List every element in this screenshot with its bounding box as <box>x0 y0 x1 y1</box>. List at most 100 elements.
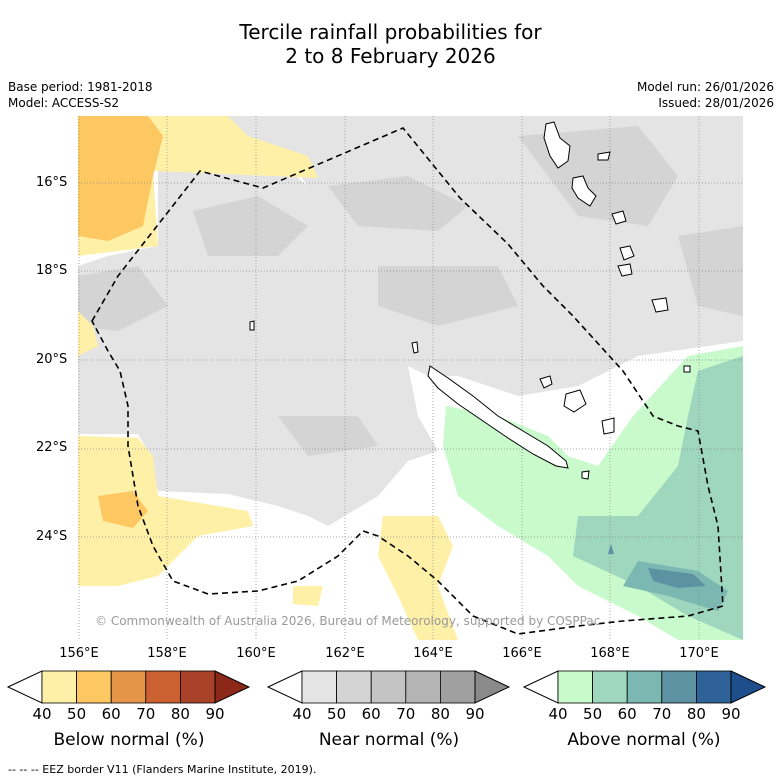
colorbar-segment <box>592 670 628 704</box>
below-normal-region-s <box>378 516 458 640</box>
above-normal-region-max <box>648 568 706 588</box>
colorbar-tick-label: 90 <box>465 705 485 723</box>
model-run: Model run: 26/01/2026 <box>636 80 774 94</box>
probability-map <box>78 116 743 640</box>
probability-peak-marker <box>608 544 614 554</box>
vanuatu-erromango <box>619 245 635 261</box>
lat-label-24s: 24°S <box>36 529 68 544</box>
lon-label-168e: 168°E <box>590 646 630 661</box>
eez-border <box>91 127 724 635</box>
island-small <box>249 320 255 331</box>
lat-label-18s: 18°S <box>36 263 68 278</box>
colorbar-tick-label: 70 <box>136 705 156 723</box>
below-normal-region-w <box>78 311 98 356</box>
colorbar-title-above: Above normal (%) <box>567 730 721 750</box>
vanuatu-tanna <box>617 263 633 277</box>
copyright-credit: © Commonwealth of Australia 2026, Bureau… <box>95 614 601 628</box>
colorbar-tick-label: 70 <box>396 705 416 723</box>
colorbar-above-normal <box>522 670 767 704</box>
colorbar-segment <box>557 670 593 704</box>
near-normal-patch <box>78 266 168 331</box>
near-normal-patch <box>678 226 743 316</box>
vanuatu-malakula <box>571 175 597 207</box>
colorbar-segment <box>145 670 181 704</box>
colorbar-tick-label: 60 <box>361 705 381 723</box>
loyalty-island-mare <box>601 417 615 435</box>
colorbar-tick-label: 50 <box>327 705 347 723</box>
colorbar-tick-label: 60 <box>617 705 637 723</box>
colorbar-max-extension <box>730 670 767 704</box>
title-line-2: 2 to 8 February 2026 <box>285 44 496 68</box>
lon-label-156e: 156°E <box>59 646 99 661</box>
lon-label-162e: 162°E <box>325 646 365 661</box>
new-caledonia-mainland <box>427 365 569 469</box>
colorbar-tick-label: 80 <box>686 705 706 723</box>
colorbar-min-extension <box>266 670 303 704</box>
colorbar-min-extension <box>522 670 559 704</box>
colorbar-max-extension <box>214 670 251 704</box>
colorbars <box>6 670 767 704</box>
near-normal-patch <box>378 266 518 326</box>
colorbar-title-below: Below normal (%) <box>53 730 205 750</box>
above-normal-region-core <box>573 356 743 640</box>
loyalty-island-ouvea <box>539 375 553 389</box>
lat-label-22s: 22°S <box>36 440 68 455</box>
colorbar-below-normal <box>6 670 251 704</box>
colorbar-title-near: Near normal (%) <box>318 730 460 750</box>
colorbar-segment <box>626 670 663 704</box>
colorbar-segment <box>179 670 216 704</box>
model-name: Model: ACCESS-S2 <box>8 96 120 110</box>
lat-label-16s: 16°S <box>36 175 68 190</box>
colorbar-tick-label: 90 <box>205 705 225 723</box>
colorbar-tick-label: 60 <box>101 705 121 723</box>
below-normal-region-s2 <box>293 586 323 606</box>
colorbar-tick-label: 40 <box>32 705 52 723</box>
vanuatu-aneityum <box>651 297 669 313</box>
colorbar-tick-label: 70 <box>652 705 672 723</box>
near-normal-patch <box>278 416 378 456</box>
near-normal-patch <box>193 196 308 256</box>
near-normal-patch <box>328 176 468 231</box>
colorbar-tick-label: 40 <box>292 705 312 723</box>
colorbar-segment <box>301 670 337 704</box>
colorbar-segment <box>696 670 732 704</box>
isle-of-pines <box>581 470 590 480</box>
below-normal-region-sw <box>78 436 253 586</box>
loyalty-island-lifou <box>563 389 587 413</box>
colorbar-segment <box>661 670 697 704</box>
colorbar-segment <box>405 670 441 704</box>
colorbar-tick-label: 80 <box>430 705 450 723</box>
colorbar-segment <box>41 670 77 704</box>
vanuatu-espiritu-santo <box>543 121 571 169</box>
colorbar-tick-label: 90 <box>721 705 741 723</box>
colorbar-tick-label: 80 <box>170 705 190 723</box>
lon-label-158e: 158°E <box>147 646 187 661</box>
colorbar-segment <box>336 670 372 704</box>
below-normal-region-nw-core <box>78 116 163 241</box>
lon-label-170e: 170°E <box>679 646 719 661</box>
title-line-1: Tercile rainfall probabilities for <box>239 20 542 44</box>
colorbar-segment <box>370 670 407 704</box>
eez-footnote: -- -- -- EEZ border V11 (Flanders Marine… <box>8 763 317 776</box>
below-normal-region-sw-core <box>98 491 148 528</box>
colorbar-tick-label: 40 <box>548 705 568 723</box>
base-period: Base period: 1981-2018 <box>8 80 153 94</box>
colorbar-tick-label: 50 <box>67 705 87 723</box>
lon-label-160e: 160°E <box>236 646 276 661</box>
colorbar-segment <box>439 670 476 704</box>
vanuatu-maewo <box>597 151 611 161</box>
graticule <box>78 116 743 640</box>
lat-label-20s: 20°S <box>36 352 68 367</box>
island-small <box>411 341 419 354</box>
colorbar-min-extension <box>6 670 43 704</box>
issued-date: Issued: 28/01/2026 <box>658 96 774 110</box>
colorbar-segment <box>110 670 147 704</box>
colorbar-max-extension <box>474 670 511 704</box>
colorbar-near-normal <box>266 670 511 704</box>
colorbar-segment <box>76 670 112 704</box>
colorbar-tick-label: 50 <box>583 705 603 723</box>
lon-label-166e: 166°E <box>502 646 542 661</box>
matthew-island <box>683 365 691 373</box>
lon-label-164e: 164°E <box>413 646 453 661</box>
vanuatu-efate <box>611 210 627 225</box>
